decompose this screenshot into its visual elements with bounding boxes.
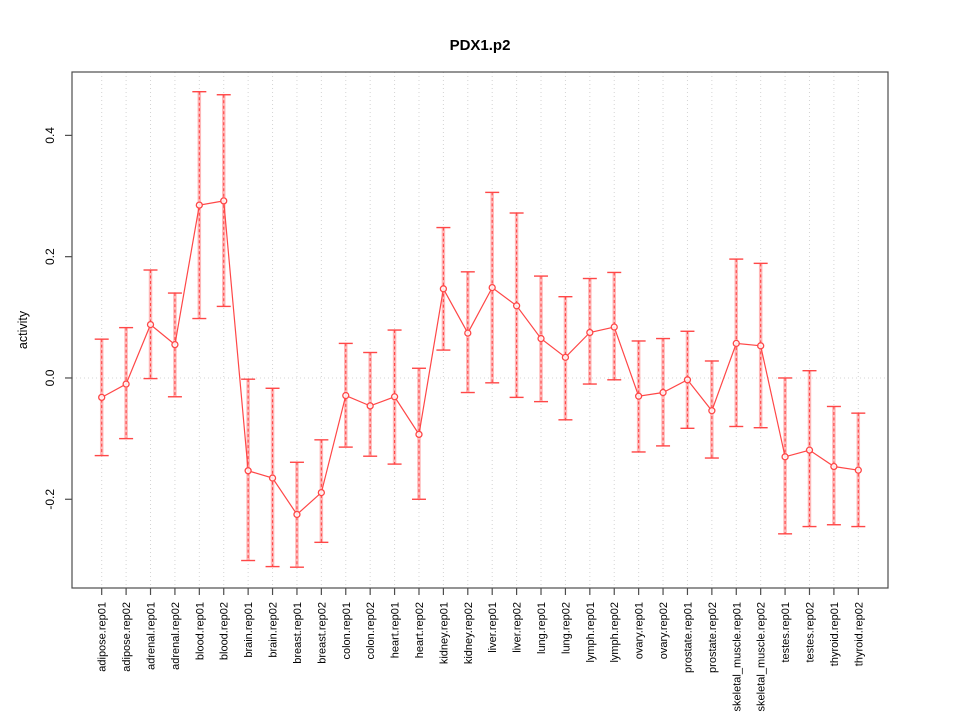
data-point	[537, 334, 545, 343]
data-point	[415, 430, 423, 439]
data-point	[586, 328, 594, 337]
y-tick-label: 0.2	[43, 248, 57, 265]
x-tick-label: lung.rep02	[560, 602, 572, 654]
x-tick-label: ovary.rep02	[658, 602, 670, 659]
x-tick-label: skeletal_muscle.rep01	[731, 602, 743, 711]
data-point	[732, 339, 740, 348]
x-tick-label: testes.rep01	[780, 602, 792, 663]
data-point	[293, 510, 301, 519]
data-point	[439, 285, 448, 293]
x-tick-label: heart.rep02	[414, 602, 426, 658]
x-tick-label: lymph.rep01	[585, 602, 597, 663]
data-point	[464, 329, 472, 337]
data-point	[659, 388, 667, 397]
x-tick-label: breast.rep02	[316, 602, 328, 664]
data-point	[561, 353, 570, 362]
data-point	[634, 392, 643, 400]
x-tick-label: adrenal.rep02	[170, 602, 182, 670]
x-tick-label: colon.rep01	[341, 602, 353, 660]
x-tick-label: ovary.rep01	[634, 602, 646, 659]
x-tick-label: skeletal_muscle.rep02	[756, 602, 768, 711]
x-tick-label: blood.rep02	[219, 602, 231, 660]
x-tick-label: brain.rep02	[268, 602, 280, 658]
y-tick-label: 0.4	[43, 127, 57, 144]
data-point	[317, 488, 326, 497]
chart-title: PDX1.p2	[450, 37, 511, 54]
x-tick-label: brain.rep01	[243, 602, 255, 658]
x-tick-label: adrenal.rep01	[146, 602, 158, 670]
series-line	[101, 200, 859, 516]
x-tick-label: thyroid.rep02	[853, 602, 865, 666]
data-point	[512, 302, 521, 310]
x-tick-label: colon.rep02	[365, 602, 377, 660]
x-tick-label: lung.rep01	[536, 602, 548, 654]
data-point	[220, 197, 228, 205]
data-point	[195, 201, 203, 209]
x-tick-label: liver.rep01	[487, 602, 499, 653]
data-point	[122, 380, 130, 388]
data-point	[683, 376, 692, 384]
x-tick-label: adipose.rep01	[97, 602, 109, 672]
data-point	[244, 467, 252, 475]
data-point	[708, 407, 716, 415]
data-point	[488, 283, 496, 292]
data-point	[171, 340, 179, 349]
x-tick-label: kidney.rep01	[438, 602, 450, 664]
data-point	[805, 446, 814, 454]
x-tick-label: lymph.rep02	[609, 602, 621, 663]
data-point	[757, 342, 765, 350]
data-point	[146, 320, 155, 329]
y-tick-label: 0.0	[43, 369, 57, 386]
x-tick-label: prostate.rep02	[707, 602, 719, 673]
x-tick-label: testes.rep02	[804, 602, 816, 663]
x-tick-label: adipose.rep02	[121, 602, 133, 672]
plot-area: -0.2 0.0 0.2 0.4 adipose.rep01 adipose.rep02 a…	[43, 71, 889, 711]
data-point	[610, 323, 618, 331]
data-point	[366, 402, 374, 410]
data-point	[342, 391, 350, 400]
x-tick-label: heart.rep01	[390, 602, 402, 658]
data-point	[854, 466, 862, 474]
x-tick-label: breast.rep01	[292, 602, 304, 664]
y-axis-label: activity	[16, 310, 30, 349]
data-point	[98, 393, 106, 402]
x-tick-label: kidney.rep02	[463, 602, 475, 664]
data-point	[268, 474, 277, 482]
x-tick-label: thyroid.rep01	[829, 602, 841, 666]
y-tick-label: -0.2	[43, 489, 57, 510]
x-tick-label: liver.rep02	[512, 602, 524, 653]
data-point	[830, 462, 838, 471]
data-point	[781, 453, 789, 461]
plot-frame	[71, 71, 889, 589]
x-tick-label: blood.rep01	[194, 602, 206, 660]
x-tick-label: prostate.rep01	[682, 602, 694, 673]
data-point	[390, 393, 399, 401]
